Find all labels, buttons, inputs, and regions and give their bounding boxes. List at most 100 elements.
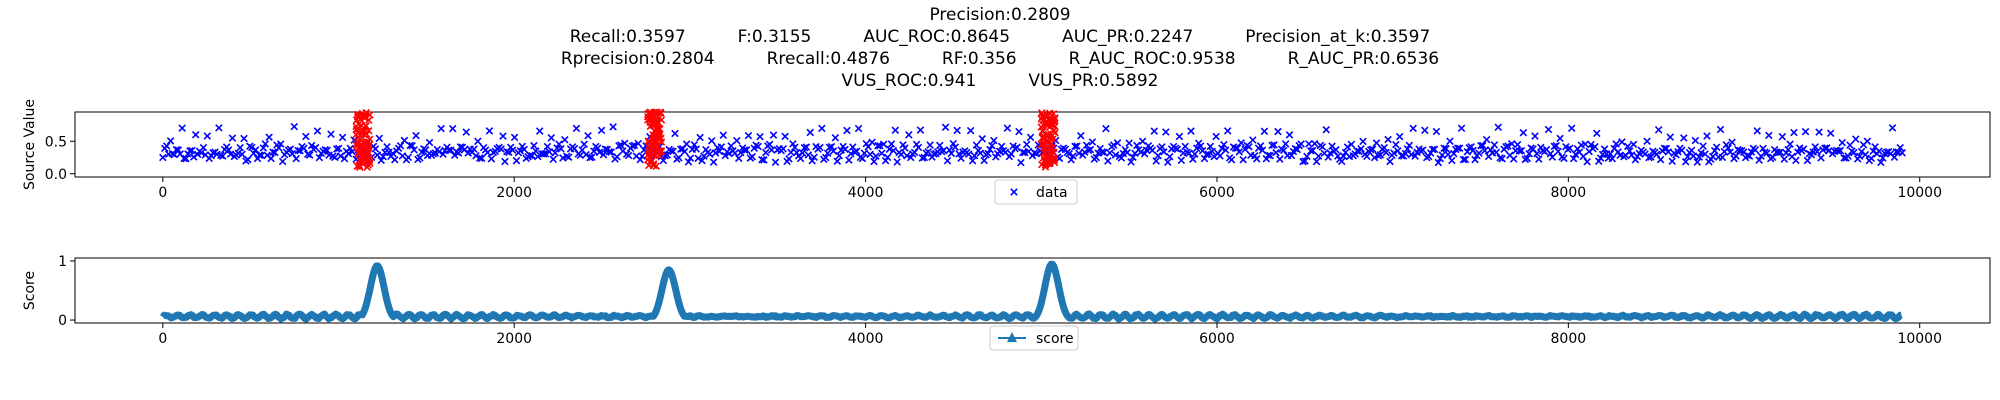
data-point (1129, 153, 1137, 162)
data-point (657, 147, 666, 155)
data-point (1732, 152, 1740, 160)
data-point (362, 122, 370, 130)
data-point (1430, 145, 1439, 154)
data-point (1826, 129, 1835, 137)
data-point (377, 156, 385, 165)
data-point (785, 155, 793, 163)
data-point (779, 145, 787, 153)
data-point (178, 124, 186, 132)
data-point (609, 123, 617, 131)
data-point (767, 146, 776, 154)
data-point (1049, 110, 1058, 118)
x-tick-label: 2000 (496, 185, 532, 201)
data-point (686, 154, 695, 162)
data-point (1480, 146, 1489, 155)
data-point (1509, 155, 1518, 163)
data-point (1241, 145, 1249, 154)
data-point (1080, 148, 1089, 156)
data-point (696, 133, 704, 142)
data-point (1312, 157, 1321, 166)
data-point (781, 132, 789, 141)
data-point (1305, 140, 1313, 148)
data-point (512, 156, 521, 165)
data-point (559, 154, 567, 162)
data-point (244, 155, 252, 164)
data-point (742, 146, 751, 154)
data-point (910, 148, 919, 157)
data-point (321, 145, 329, 154)
data-point (1117, 154, 1126, 162)
data-point (818, 124, 826, 133)
data-point (1629, 140, 1638, 149)
data-point (1664, 148, 1673, 156)
data-point (588, 153, 596, 161)
data-point (1359, 137, 1367, 146)
data-point (916, 126, 925, 134)
data-point (605, 147, 614, 156)
data-point (1583, 157, 1591, 166)
data-point (1013, 143, 1021, 152)
data-point (1753, 127, 1761, 135)
data-point (597, 126, 606, 135)
metric-label: AUC_ROC:0.8645 (863, 27, 1011, 47)
data-point (545, 148, 554, 156)
data-point (1421, 126, 1429, 135)
data-point (719, 131, 728, 140)
data-point (1784, 145, 1792, 154)
data-point (182, 154, 190, 163)
data-point (412, 131, 420, 140)
data-point (690, 140, 699, 149)
data-point (497, 145, 505, 153)
data-point (1022, 140, 1031, 149)
data-point (1307, 147, 1315, 155)
data-point (1434, 158, 1443, 167)
data-point (593, 144, 602, 152)
data-point (638, 152, 646, 160)
data-point (599, 150, 608, 159)
data-point (1366, 145, 1375, 154)
x-tick-label: 6000 (1199, 185, 1235, 201)
data-point (771, 158, 780, 167)
data-point (1239, 155, 1247, 164)
x-tick-label: 4000 (848, 331, 884, 347)
metric-label: Rprecision:0.2804 (560, 49, 715, 69)
data-point (877, 149, 886, 158)
data-point (1850, 148, 1858, 157)
data-point (259, 144, 268, 152)
data-point (1618, 138, 1626, 146)
data-point (1010, 188, 1018, 196)
data-point (1869, 147, 1877, 155)
data-point (1106, 149, 1114, 157)
data-point (251, 146, 260, 154)
data-point (1256, 142, 1265, 150)
data-point (1693, 158, 1702, 166)
data-point (1403, 145, 1412, 153)
data-point (267, 154, 275, 163)
data-point (821, 153, 830, 162)
data-point (1608, 154, 1617, 163)
data-point (572, 124, 581, 133)
data-point (1245, 142, 1253, 151)
data-point (1191, 150, 1199, 158)
data-point (1314, 152, 1323, 160)
data-point (624, 151, 633, 160)
data-point (1270, 141, 1278, 149)
data-point (595, 148, 604, 157)
data-point (733, 136, 741, 145)
data-point (835, 151, 844, 160)
data-point (1535, 155, 1543, 163)
data-point (333, 145, 341, 153)
data-point (1148, 146, 1157, 155)
data-point (1687, 146, 1696, 155)
data-point (1596, 154, 1605, 162)
plot-frame (74, 111, 1991, 178)
data-point (951, 143, 959, 151)
data-point (914, 143, 923, 152)
data-point (1652, 150, 1661, 159)
data-point (576, 151, 585, 159)
data-point (1504, 142, 1512, 150)
x-tick-label: 2000 (496, 331, 532, 347)
data-point (1268, 141, 1276, 150)
data-point (1776, 148, 1785, 156)
data-point (541, 149, 550, 158)
